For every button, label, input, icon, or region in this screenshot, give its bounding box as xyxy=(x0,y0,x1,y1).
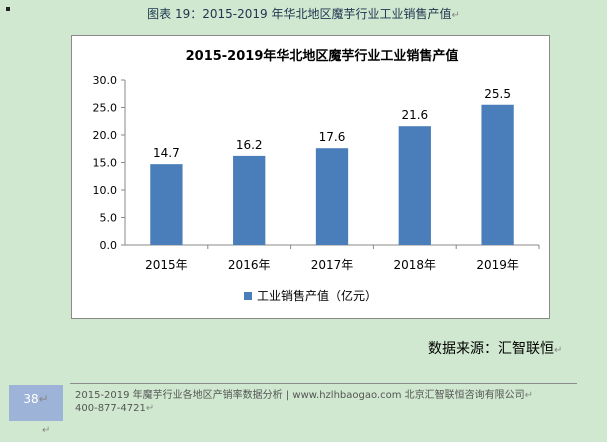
caption-text: 图表 19：2015-2019 年华北地区魔芋行业工业销售产值 xyxy=(147,7,452,21)
data-label: 17.6 xyxy=(319,130,346,144)
legend-swatch xyxy=(244,292,252,300)
x-tick-label: 2018年 xyxy=(394,258,437,272)
page-number: 38 xyxy=(23,392,39,406)
x-tick-label: 2015年 xyxy=(145,258,188,272)
bar-chart: 2015-2019年华北地区魔芋行业工业销售产值 0.0 5.0 10.0 15.0 20… xyxy=(93,48,540,303)
x-tick-label: 2017年 xyxy=(311,258,354,272)
y-tick-label: 5.0 xyxy=(100,212,118,225)
x-tick-label: 2019年 xyxy=(476,258,519,272)
return-mark: ↵ xyxy=(145,403,155,414)
footer-line-1: 2015-2019 年魔芋行业各地区产销率数据分析 | www.hzlhbaog… xyxy=(75,390,525,401)
bar xyxy=(315,148,349,245)
data-label: 16.2 xyxy=(236,138,263,152)
list-bullet xyxy=(6,7,10,11)
y-tick-label: 0.0 xyxy=(100,239,118,252)
data-label: 14.7 xyxy=(153,146,180,160)
source-text: 数据来源：汇智联恒 xyxy=(428,341,554,357)
y-tick-label: 25.0 xyxy=(93,102,118,115)
return-mark: ↵ xyxy=(451,10,460,21)
data-label: 25.5 xyxy=(484,87,511,101)
chart-frame: 2015-2019年华北地区魔芋行业工业销售产值 0.0 5.0 10.0 15.0 20… xyxy=(71,35,550,319)
y-tick-label: 20.0 xyxy=(93,129,118,142)
return-mark: ↵ xyxy=(38,392,49,406)
chart-title: 2015-2019年华北地区魔芋行业工业销售产值 xyxy=(186,48,459,64)
bar xyxy=(398,126,431,245)
y-tick-label: 15.0 xyxy=(93,157,118,170)
footer-text: 2015-2019 年魔芋行业各地区产销率数据分析 | www.hzlhbaog… xyxy=(75,389,533,415)
bar xyxy=(233,155,266,245)
bar xyxy=(150,164,183,245)
page-number-box: 38↵ xyxy=(9,385,63,421)
footer-line-2: 400-877-4721 xyxy=(75,403,146,414)
footer-divider xyxy=(70,383,577,384)
legend-label: 工业销售产值（亿元） xyxy=(257,288,377,303)
y-tick-label: 30.0 xyxy=(93,74,118,87)
x-tick-label: 2016年 xyxy=(228,258,271,272)
figure-caption: 图表 19：2015-2019 年华北地区魔芋行业工业销售产值↵ xyxy=(0,5,607,22)
y-tick-label: 10.0 xyxy=(93,184,118,197)
data-source: 数据来源：汇智联恒↵ xyxy=(428,338,562,358)
return-mark: ↵ xyxy=(554,345,563,356)
data-label: 21.6 xyxy=(401,108,428,122)
return-mark: ↵ xyxy=(524,390,534,401)
return-mark: ↵ xyxy=(42,425,51,436)
bar xyxy=(481,104,514,245)
